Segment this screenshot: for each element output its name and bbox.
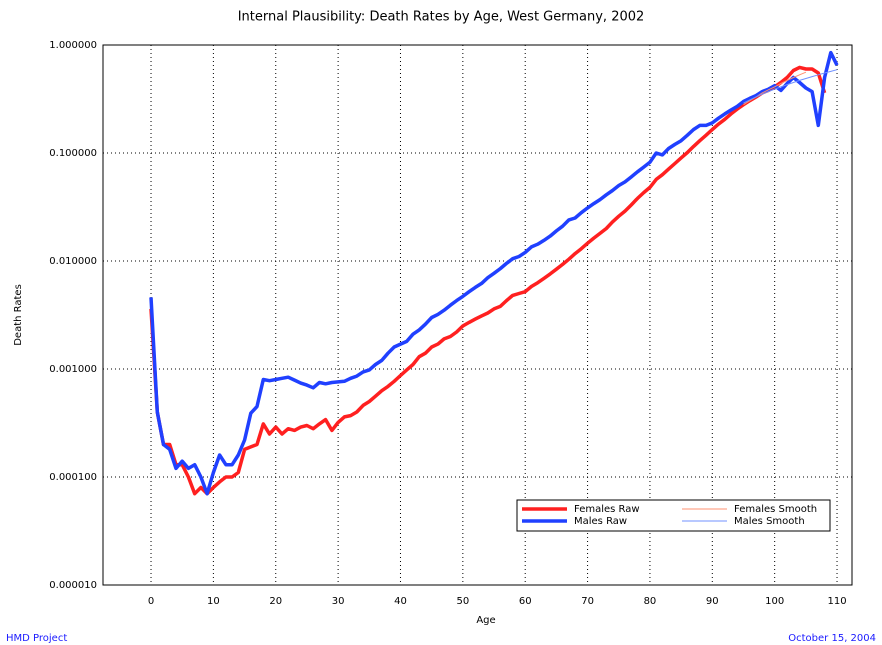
y-tick-label: 0.000100 (49, 472, 97, 483)
legend-label: Females Smooth (734, 504, 817, 515)
y-tick-label: 0.001000 (49, 364, 97, 375)
x-tick-label: 30 (332, 596, 345, 607)
x-tick-label: 10 (207, 596, 220, 607)
plot-frame (102, 44, 853, 586)
x-axis-label: Age (476, 615, 495, 626)
series-line (149, 50, 839, 496)
y-tick-label: 0.000010 (49, 580, 97, 591)
y-tick-label: 0.100000 (49, 148, 97, 159)
x-tick-label: 60 (519, 596, 532, 607)
x-tick-label: 50 (456, 596, 469, 607)
footer-left: HMD Project (6, 633, 67, 644)
y-axis-label: Death Rates (13, 284, 24, 346)
x-tick-label: 110 (827, 596, 846, 607)
x-tick-label: 100 (765, 596, 784, 607)
legend-label: Males Smooth (734, 516, 805, 527)
x-tick-label: 40 (394, 596, 407, 607)
legend-box (516, 499, 831, 532)
y-tick-label: 1.000000 (49, 40, 97, 51)
footer-right: October 15, 2004 (788, 633, 876, 644)
legend-label: Males Raw (574, 516, 627, 527)
x-tick-label: 70 (581, 596, 594, 607)
x-tick-label: 90 (706, 596, 719, 607)
series-line (743, 69, 838, 104)
legend-label: Females Raw (574, 504, 640, 515)
x-tick-label: 0 (148, 596, 154, 607)
x-tick-label: 20 (269, 596, 282, 607)
y-tick-label: 0.010000 (49, 256, 97, 267)
chart-title: Internal Plausibility: Death Rates by Ag… (238, 10, 645, 25)
series-line (149, 65, 827, 496)
x-tick-label: 80 (644, 596, 657, 607)
